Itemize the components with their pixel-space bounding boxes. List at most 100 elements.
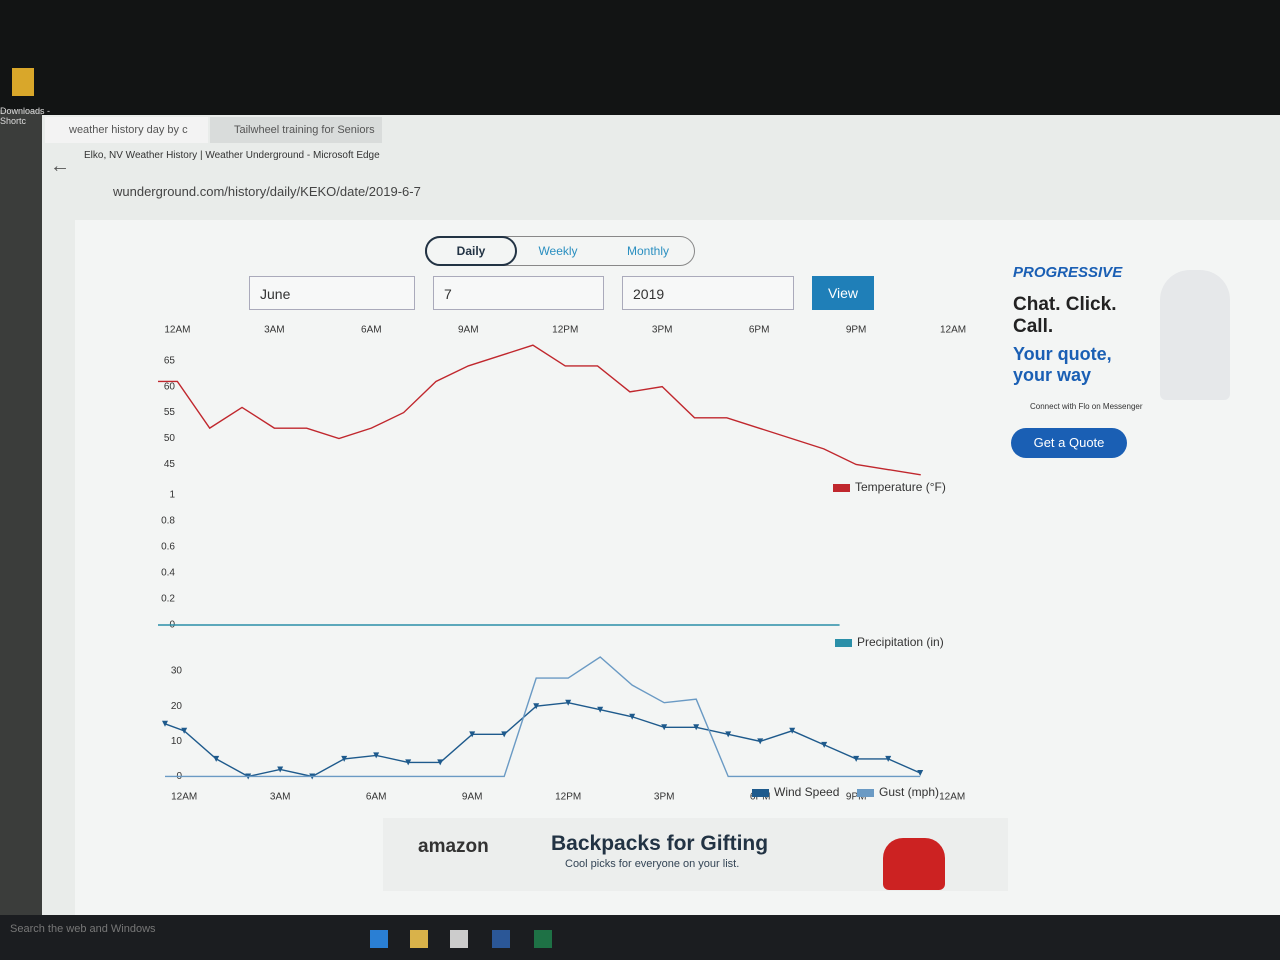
legend-label: Wind Speed <box>774 785 839 799</box>
address-bar[interactable]: wunderground.com/history/daily/KEKO/date… <box>113 184 421 199</box>
x-tick-label: 12PM <box>552 325 578 336</box>
marker <box>162 720 168 727</box>
y-tick-label: 0.4 <box>161 568 175 579</box>
y-tick-label: 55 <box>164 407 176 418</box>
series-line <box>165 656 921 778</box>
marker <box>373 752 380 759</box>
marker <box>885 755 892 762</box>
month-input[interactable]: June <box>249 276 415 310</box>
marker <box>181 727 188 734</box>
marker <box>789 727 796 734</box>
edge-icon[interactable] <box>370 930 388 948</box>
y-tick-label: 45 <box>164 459 176 470</box>
legend-swatch <box>835 639 852 647</box>
marker <box>629 713 636 720</box>
marker <box>565 699 572 706</box>
taskbar: Search the web and Windows <box>0 915 1280 960</box>
marker <box>277 766 284 773</box>
x-tick-label: 12PM <box>555 792 581 803</box>
y-tick-label: 0.6 <box>161 542 175 553</box>
marker <box>501 731 508 738</box>
web-content <box>75 220 1280 915</box>
weekly-tab[interactable]: Weekly <box>538 244 578 258</box>
explorer-icon[interactable] <box>410 930 428 948</box>
marker <box>213 755 220 762</box>
folder-icon[interactable] <box>12 68 34 96</box>
bottom-ad[interactable]: amazon Backpacks for Gifting Cool picks … <box>383 818 1008 891</box>
marker <box>821 741 828 748</box>
x-tick-label: 6PM <box>750 792 771 803</box>
marker <box>757 738 764 745</box>
ad-headline: Chat. Click. Call. <box>1013 294 1117 337</box>
marker <box>661 724 668 731</box>
excel-icon[interactable] <box>534 930 552 948</box>
ad-brand: amazon <box>418 836 489 857</box>
x-tick-label: 9PM <box>846 325 867 336</box>
monthly-tab[interactable]: Monthly <box>626 244 670 258</box>
x-tick-label: 6AM <box>361 325 382 336</box>
x-tick-label: 12AM <box>939 792 965 803</box>
x-tick-label: 3PM <box>652 325 673 336</box>
legend-label: Temperature (°F) <box>855 480 946 494</box>
ad-subhead: Cool picks for everyone on your list. <box>565 858 740 870</box>
y-tick-label: 0.8 <box>161 516 175 527</box>
view-button[interactable]: View <box>812 276 874 310</box>
x-tick-label: 3PM <box>654 792 675 803</box>
daily-tab[interactable]: Daily <box>425 236 517 266</box>
side-ad[interactable]: PROGRESSIVE Chat. Click. Call. Your quot… <box>1010 262 1260 472</box>
x-tick-label: 6PM <box>749 325 770 336</box>
word-icon[interactable] <box>492 930 510 948</box>
back-button[interactable]: ← <box>50 155 70 177</box>
legend-swatch <box>752 789 769 797</box>
marker <box>597 706 604 713</box>
y-tick-label: 30 <box>171 666 183 677</box>
y-tick-label: 60 <box>164 381 176 392</box>
store-icon[interactable] <box>450 930 468 948</box>
ad-image <box>883 838 945 890</box>
ad-subhead: Your quote, your way <box>1013 344 1112 385</box>
x-tick-label: 3AM <box>270 792 291 803</box>
marker <box>405 759 412 766</box>
y-tick-label: 1 <box>169 490 175 501</box>
window-title: Elko, NV Weather History | Weather Under… <box>84 150 380 161</box>
x-tick-label: 12AM <box>171 792 197 803</box>
y-tick-label: 20 <box>171 701 183 712</box>
x-tick-label: 9PM <box>846 792 867 803</box>
year-input[interactable]: 2019 <box>622 276 794 310</box>
legend-label: Precipitation (in) <box>857 635 944 649</box>
marker <box>917 769 924 776</box>
y-tick-label: 50 <box>164 433 176 444</box>
y-tick-label: 10 <box>171 736 183 747</box>
series-line <box>164 701 921 778</box>
marker <box>693 724 700 731</box>
marker <box>853 755 860 762</box>
y-tick-label: 0.2 <box>161 594 175 605</box>
y-tick-label: 65 <box>164 355 176 366</box>
marker <box>437 759 444 766</box>
ad-messenger: Connect with Flo on Messenger <box>1030 402 1143 411</box>
tab[interactable]: Tailwheel training for Seniors <box>210 117 382 143</box>
x-tick-label: 9AM <box>462 792 483 803</box>
legend-swatch <box>857 789 874 797</box>
tab[interactable]: weather history day by c <box>45 117 208 143</box>
marker <box>469 731 476 738</box>
series-line <box>158 344 921 476</box>
marker <box>533 703 540 710</box>
icon-label[interactable]: Downloads - Shortc <box>0 106 51 126</box>
x-tick-label: 12AM <box>940 325 966 336</box>
marker <box>725 731 732 738</box>
day-input[interactable]: 7 <box>433 276 604 310</box>
ad-brand: PROGRESSIVE <box>1013 264 1123 281</box>
ad-figure <box>1160 270 1230 400</box>
search-box[interactable]: Search the web and Windows <box>10 923 156 935</box>
desktop: Downloads - Shortc <box>0 68 50 915</box>
marker <box>341 755 348 762</box>
ad-button[interactable]: Get a Quote <box>1011 428 1127 458</box>
x-tick-label: 9AM <box>458 325 479 336</box>
ad-headline: Backpacks for Gifting <box>551 832 769 855</box>
x-tick-label: 6AM <box>366 792 387 803</box>
legend-label: Gust (mph) <box>879 785 939 799</box>
legend-swatch <box>833 484 850 492</box>
